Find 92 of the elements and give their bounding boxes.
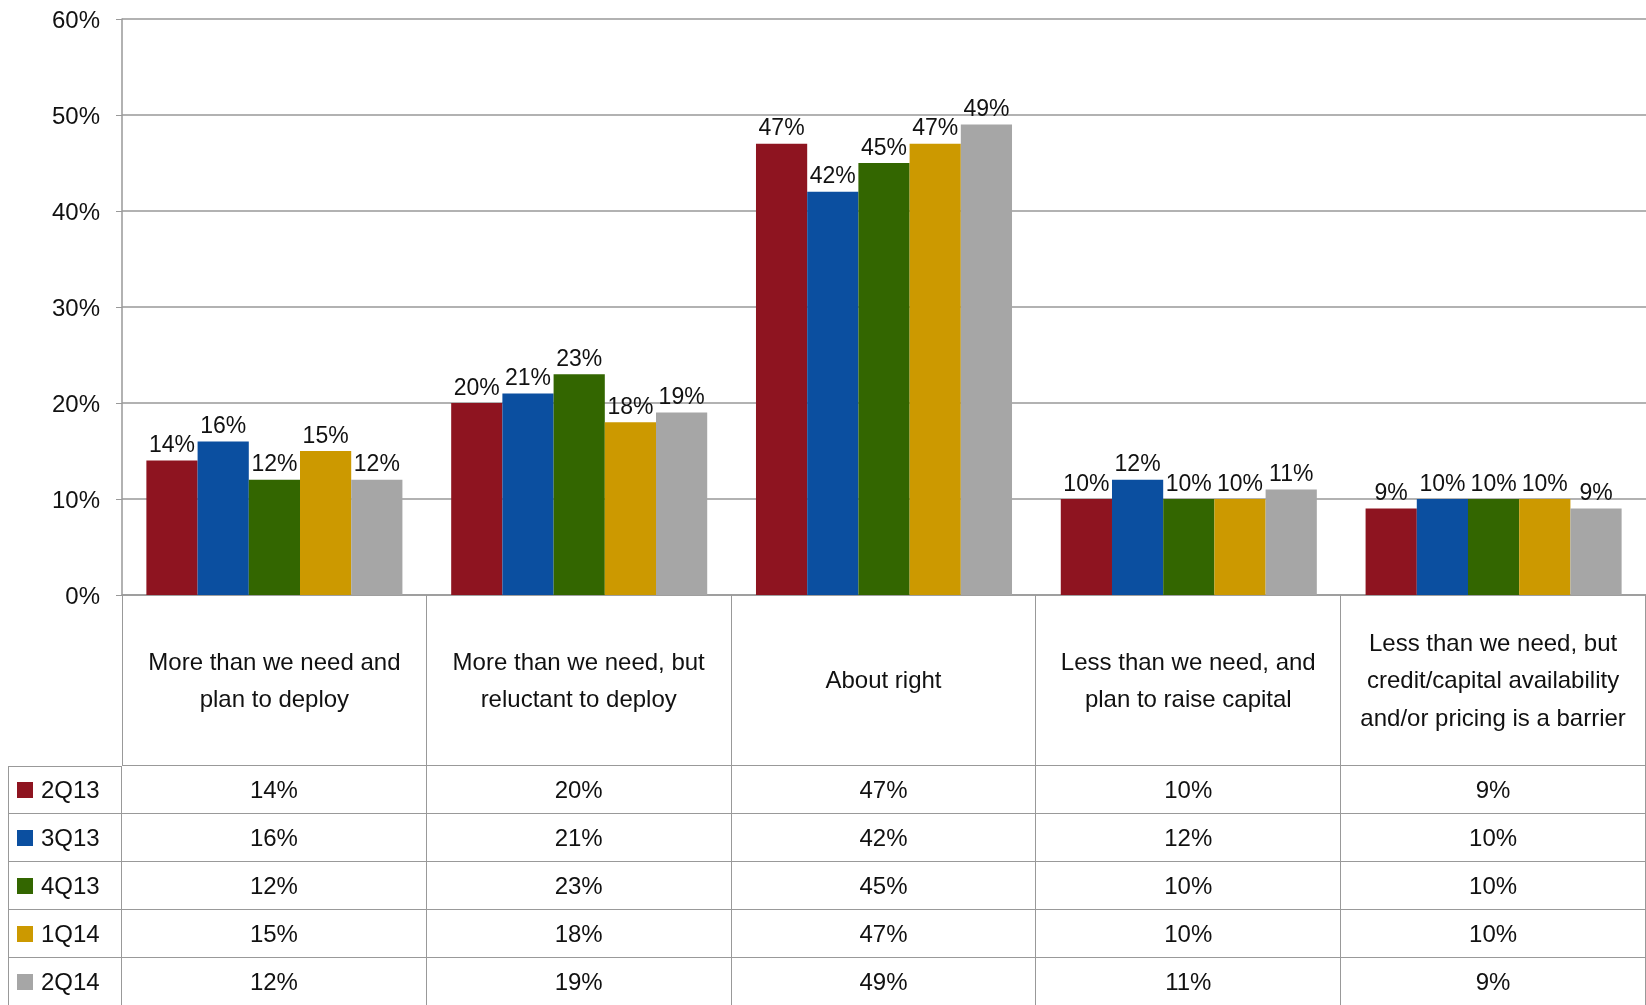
- text: 15%: [302, 421, 349, 448]
- y-tick-label: 40%: [51, 197, 100, 225]
- bar: [1214, 499, 1266, 595]
- bar: [451, 403, 503, 595]
- text: 12%: [353, 450, 400, 477]
- x-tick-label: More than we need, but reluctant to deploy: [426, 595, 732, 766]
- bar: [197, 441, 249, 595]
- legend-label: 3Q13: [41, 822, 100, 853]
- text: 23%: [556, 344, 603, 371]
- text: 10%: [1063, 469, 1110, 496]
- legend-label: 2Q14: [41, 966, 100, 997]
- text: 10%: [1521, 469, 1568, 496]
- text: 16%: [200, 411, 247, 438]
- text: 18%: [607, 392, 654, 419]
- x-tick-label: About right: [731, 595, 1037, 766]
- legend-label: 2Q13: [41, 775, 100, 806]
- legend-label: 1Q14: [41, 918, 100, 949]
- bar: [656, 412, 708, 595]
- data-label: 12%: [122, 862, 427, 910]
- data-label: 19%: [426, 958, 732, 1005]
- bar: [1060, 499, 1112, 595]
- data-label: 9%: [1341, 766, 1646, 814]
- text: 14%: [148, 431, 196, 458]
- text: 10%: [1470, 469, 1517, 496]
- bar: [1519, 499, 1571, 595]
- bar: [248, 479, 300, 595]
- data-label: 10%: [1036, 766, 1342, 814]
- bar: [1111, 479, 1164, 595]
- text: 42%: [809, 162, 856, 189]
- bar: [1265, 489, 1317, 595]
- data-label: 49%: [731, 958, 1037, 1005]
- data-label: 10%: [1341, 910, 1646, 958]
- text: 45%: [860, 133, 908, 160]
- data-label: 15%: [122, 910, 427, 958]
- data-label: 20%: [426, 766, 732, 814]
- bar: [1163, 499, 1215, 595]
- text: 49%: [963, 95, 1010, 122]
- data-label: 47%: [731, 766, 1037, 814]
- bar: [1416, 499, 1468, 595]
- bar: [858, 163, 910, 595]
- text: 10%: [1165, 469, 1212, 496]
- data-label: 14%: [122, 766, 427, 814]
- bar: [300, 451, 352, 595]
- data-label: 10%: [1341, 862, 1646, 910]
- y-tick-label: 0%: [65, 581, 100, 609]
- text: 21%: [504, 363, 552, 390]
- text: 47%: [758, 114, 805, 141]
- bar: [553, 374, 605, 595]
- bar: [1570, 508, 1622, 595]
- bar: [351, 479, 403, 595]
- data-label: 9%: [1341, 958, 1646, 1005]
- legend-label: 4Q13: [41, 870, 100, 901]
- data-label: 10%: [1036, 910, 1342, 958]
- x-tick-label: More than we need and plan to deploy: [122, 595, 427, 766]
- bar: [909, 143, 961, 595]
- text: 11%: [1269, 459, 1314, 486]
- x-tick-label: Less than we need, but credit/capital availability and/or pricing is a barrier: [1341, 595, 1646, 766]
- text: 9%: [1579, 479, 1613, 506]
- data-label: 16%: [122, 814, 427, 862]
- data-label: 12%: [1036, 814, 1342, 862]
- data-label: 42%: [731, 814, 1037, 862]
- bar: [604, 422, 657, 595]
- bar: [1365, 508, 1417, 595]
- text: 10%: [1216, 469, 1264, 496]
- bar: [755, 143, 808, 595]
- data-label: 10%: [1341, 814, 1646, 862]
- text: 12%: [251, 450, 298, 477]
- text: 9%: [1374, 479, 1408, 506]
- data-label: 23%: [426, 862, 732, 910]
- bar: [807, 191, 859, 595]
- y-tick-label: 50%: [51, 101, 100, 129]
- data-label: 12%: [122, 958, 427, 1005]
- data-label: 45%: [731, 862, 1037, 910]
- data-label: 10%: [1036, 862, 1342, 910]
- text: 19%: [658, 383, 705, 410]
- bar: [502, 393, 554, 595]
- text: 47%: [912, 114, 959, 141]
- x-tick-label: Less than we need, and plan to raise capital: [1036, 595, 1342, 766]
- y-tick-label: 10%: [51, 485, 100, 513]
- y-tick-label: 60%: [51, 5, 100, 33]
- text: 20%: [453, 373, 500, 400]
- data-label: 11%: [1036, 958, 1342, 1005]
- data-label: 47%: [731, 910, 1037, 958]
- data-label: 21%: [426, 814, 732, 862]
- bar: [1468, 499, 1520, 595]
- y-tick-label: 30%: [51, 293, 100, 321]
- bar: [960, 124, 1013, 595]
- text: 12%: [1114, 450, 1161, 477]
- data-label: 18%: [426, 910, 732, 958]
- text: 10%: [1419, 469, 1466, 496]
- y-tick-label: 20%: [51, 389, 100, 417]
- bar: [146, 460, 198, 595]
